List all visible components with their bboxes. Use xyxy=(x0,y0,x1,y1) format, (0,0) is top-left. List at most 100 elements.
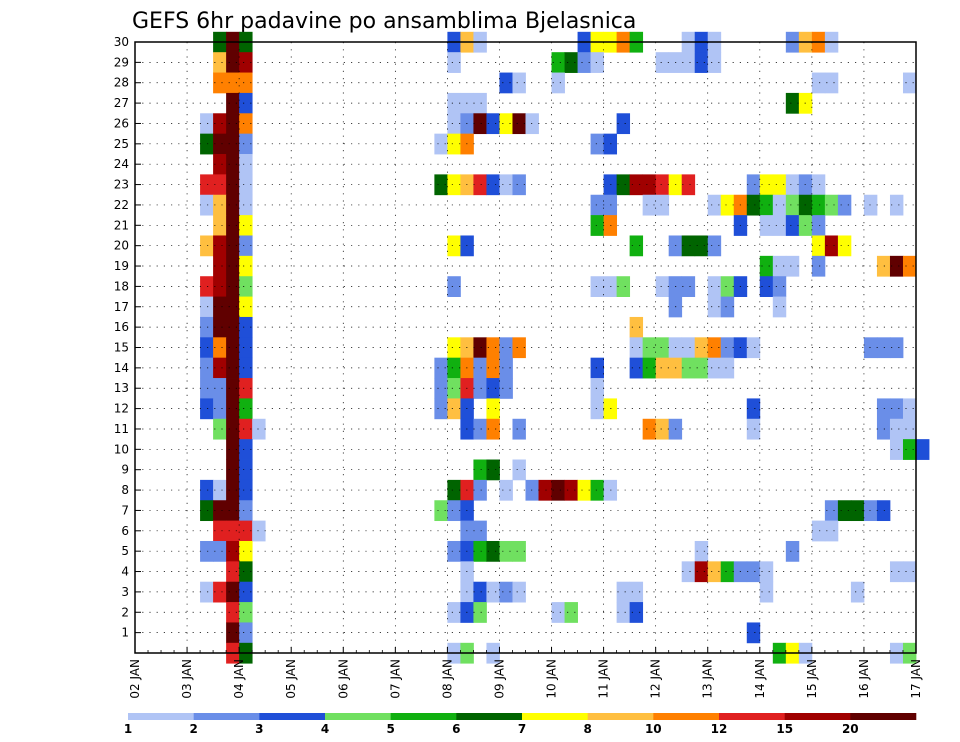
heatmap-cell xyxy=(213,215,227,236)
heatmap-cell xyxy=(512,113,526,135)
heatmap-cell xyxy=(213,520,227,542)
heatmap-cell xyxy=(746,398,761,420)
heatmap-cell xyxy=(213,72,227,94)
y-tick-label: 20 xyxy=(114,239,129,253)
x-tick-label: 14 JAN xyxy=(753,659,767,699)
heatmap-cell xyxy=(239,561,253,583)
heatmap-cell xyxy=(213,52,227,73)
heatmap-cell xyxy=(655,418,670,440)
heatmap-cell xyxy=(239,154,253,175)
x-tick-label: 12 JAN xyxy=(649,659,663,699)
x-tick-label: 04 JAN xyxy=(232,659,246,699)
heatmap-cell xyxy=(694,337,709,359)
y-tick-label: 6 xyxy=(121,524,129,538)
heatmap-cell xyxy=(642,337,657,359)
y-tick-label: 7 xyxy=(121,503,129,517)
heatmap-cell xyxy=(850,581,865,603)
y-tick-label: 29 xyxy=(114,55,129,69)
y-tick-label: 8 xyxy=(121,483,129,497)
y-tick-label: 13 xyxy=(114,381,129,395)
heatmap-cell xyxy=(239,337,253,359)
heatmap-cell xyxy=(499,174,513,196)
heatmap-cell xyxy=(226,52,240,73)
heatmap-cell xyxy=(486,378,500,399)
heatmap-cell xyxy=(447,357,461,379)
colorbar-swatch xyxy=(850,713,917,720)
heatmap-cell xyxy=(447,52,461,73)
heatmap-cell xyxy=(681,235,696,257)
heatmap-cell xyxy=(434,174,448,196)
colorbar-swatch xyxy=(653,713,720,720)
heatmap-cell xyxy=(226,92,240,114)
heatmap-cell xyxy=(447,479,461,501)
heatmap-cell xyxy=(889,255,904,277)
heatmap-cell xyxy=(226,602,240,623)
y-tick-label: 24 xyxy=(114,157,129,171)
heatmap-cell xyxy=(447,337,461,359)
x-tick-label: 08 JAN xyxy=(440,659,454,699)
heatmap-cell xyxy=(239,581,253,603)
colorbar-swatch xyxy=(128,713,194,720)
heatmap-cell xyxy=(629,174,644,196)
colorbar-label: 8 xyxy=(584,722,592,736)
heatmap-cell xyxy=(226,296,240,318)
heatmap-cell xyxy=(499,72,513,94)
heatmap-cell xyxy=(239,378,253,399)
heatmap-cell xyxy=(226,337,240,359)
x-tick-label: 10 JAN xyxy=(545,659,559,699)
heatmap-cell xyxy=(746,174,761,196)
colorbar-swatch xyxy=(587,713,654,720)
heatmap-cell xyxy=(577,479,591,501)
colorbar-swatch xyxy=(259,713,326,720)
heatmap-cell xyxy=(551,52,565,73)
heatmap-cell xyxy=(616,581,631,603)
heatmap-cell xyxy=(694,235,709,257)
heatmap-cell xyxy=(811,520,826,542)
heatmap-cell xyxy=(902,439,917,460)
heatmap-cell xyxy=(889,439,904,460)
heatmap-cell xyxy=(772,276,787,297)
y-tick-label: 23 xyxy=(114,178,129,192)
heatmap-cell xyxy=(707,561,722,583)
heatmap-cell xyxy=(694,52,709,73)
heatmap-cell xyxy=(239,235,253,257)
heatmap-cell xyxy=(785,215,800,236)
heatmap-cell xyxy=(239,479,253,501)
colorbar-swatch xyxy=(522,713,588,720)
heatmap-cell xyxy=(486,337,500,359)
heatmap-cell xyxy=(538,479,552,501)
heatmap-cell xyxy=(551,479,565,501)
heatmap-cell xyxy=(226,520,240,542)
colorbar-swatch xyxy=(193,713,260,720)
x-tick-label: 16 JAN xyxy=(857,659,871,699)
heatmap-cell xyxy=(239,500,253,522)
heatmap-cell xyxy=(213,255,227,277)
heatmap-cell xyxy=(642,194,657,216)
heatmap-cell xyxy=(226,418,240,440)
heatmap-cell xyxy=(486,540,500,562)
chart-title: GEFS 6hr padavine po ansamblima Bjelasni… xyxy=(132,9,636,34)
heatmap-cell xyxy=(759,581,774,603)
y-tick-label: 4 xyxy=(121,565,129,579)
heatmap-cell xyxy=(200,194,214,216)
heatmap-cell xyxy=(902,561,917,583)
y-tick-label: 15 xyxy=(114,341,129,355)
heatmap-cell xyxy=(551,72,565,94)
heatmap-cell xyxy=(707,276,722,297)
heatmap-cell xyxy=(226,439,240,460)
heatmap-cell xyxy=(902,418,917,440)
heatmap-cell xyxy=(213,500,227,522)
heatmap-cell xyxy=(226,174,240,196)
heatmap-cell xyxy=(239,459,253,481)
heatmap-cell xyxy=(499,479,513,501)
heatmap-cell xyxy=(525,479,539,501)
heatmap-cell xyxy=(447,540,461,562)
y-tick-label: 5 xyxy=(121,544,129,558)
heatmap-cell xyxy=(200,174,214,196)
heatmap-cell xyxy=(916,439,930,460)
heatmap-cell xyxy=(811,194,826,216)
heatmap-cell xyxy=(200,235,214,257)
heatmap-cell xyxy=(226,154,240,175)
heatmap-cell xyxy=(720,296,735,318)
heatmap-cell xyxy=(226,215,240,236)
